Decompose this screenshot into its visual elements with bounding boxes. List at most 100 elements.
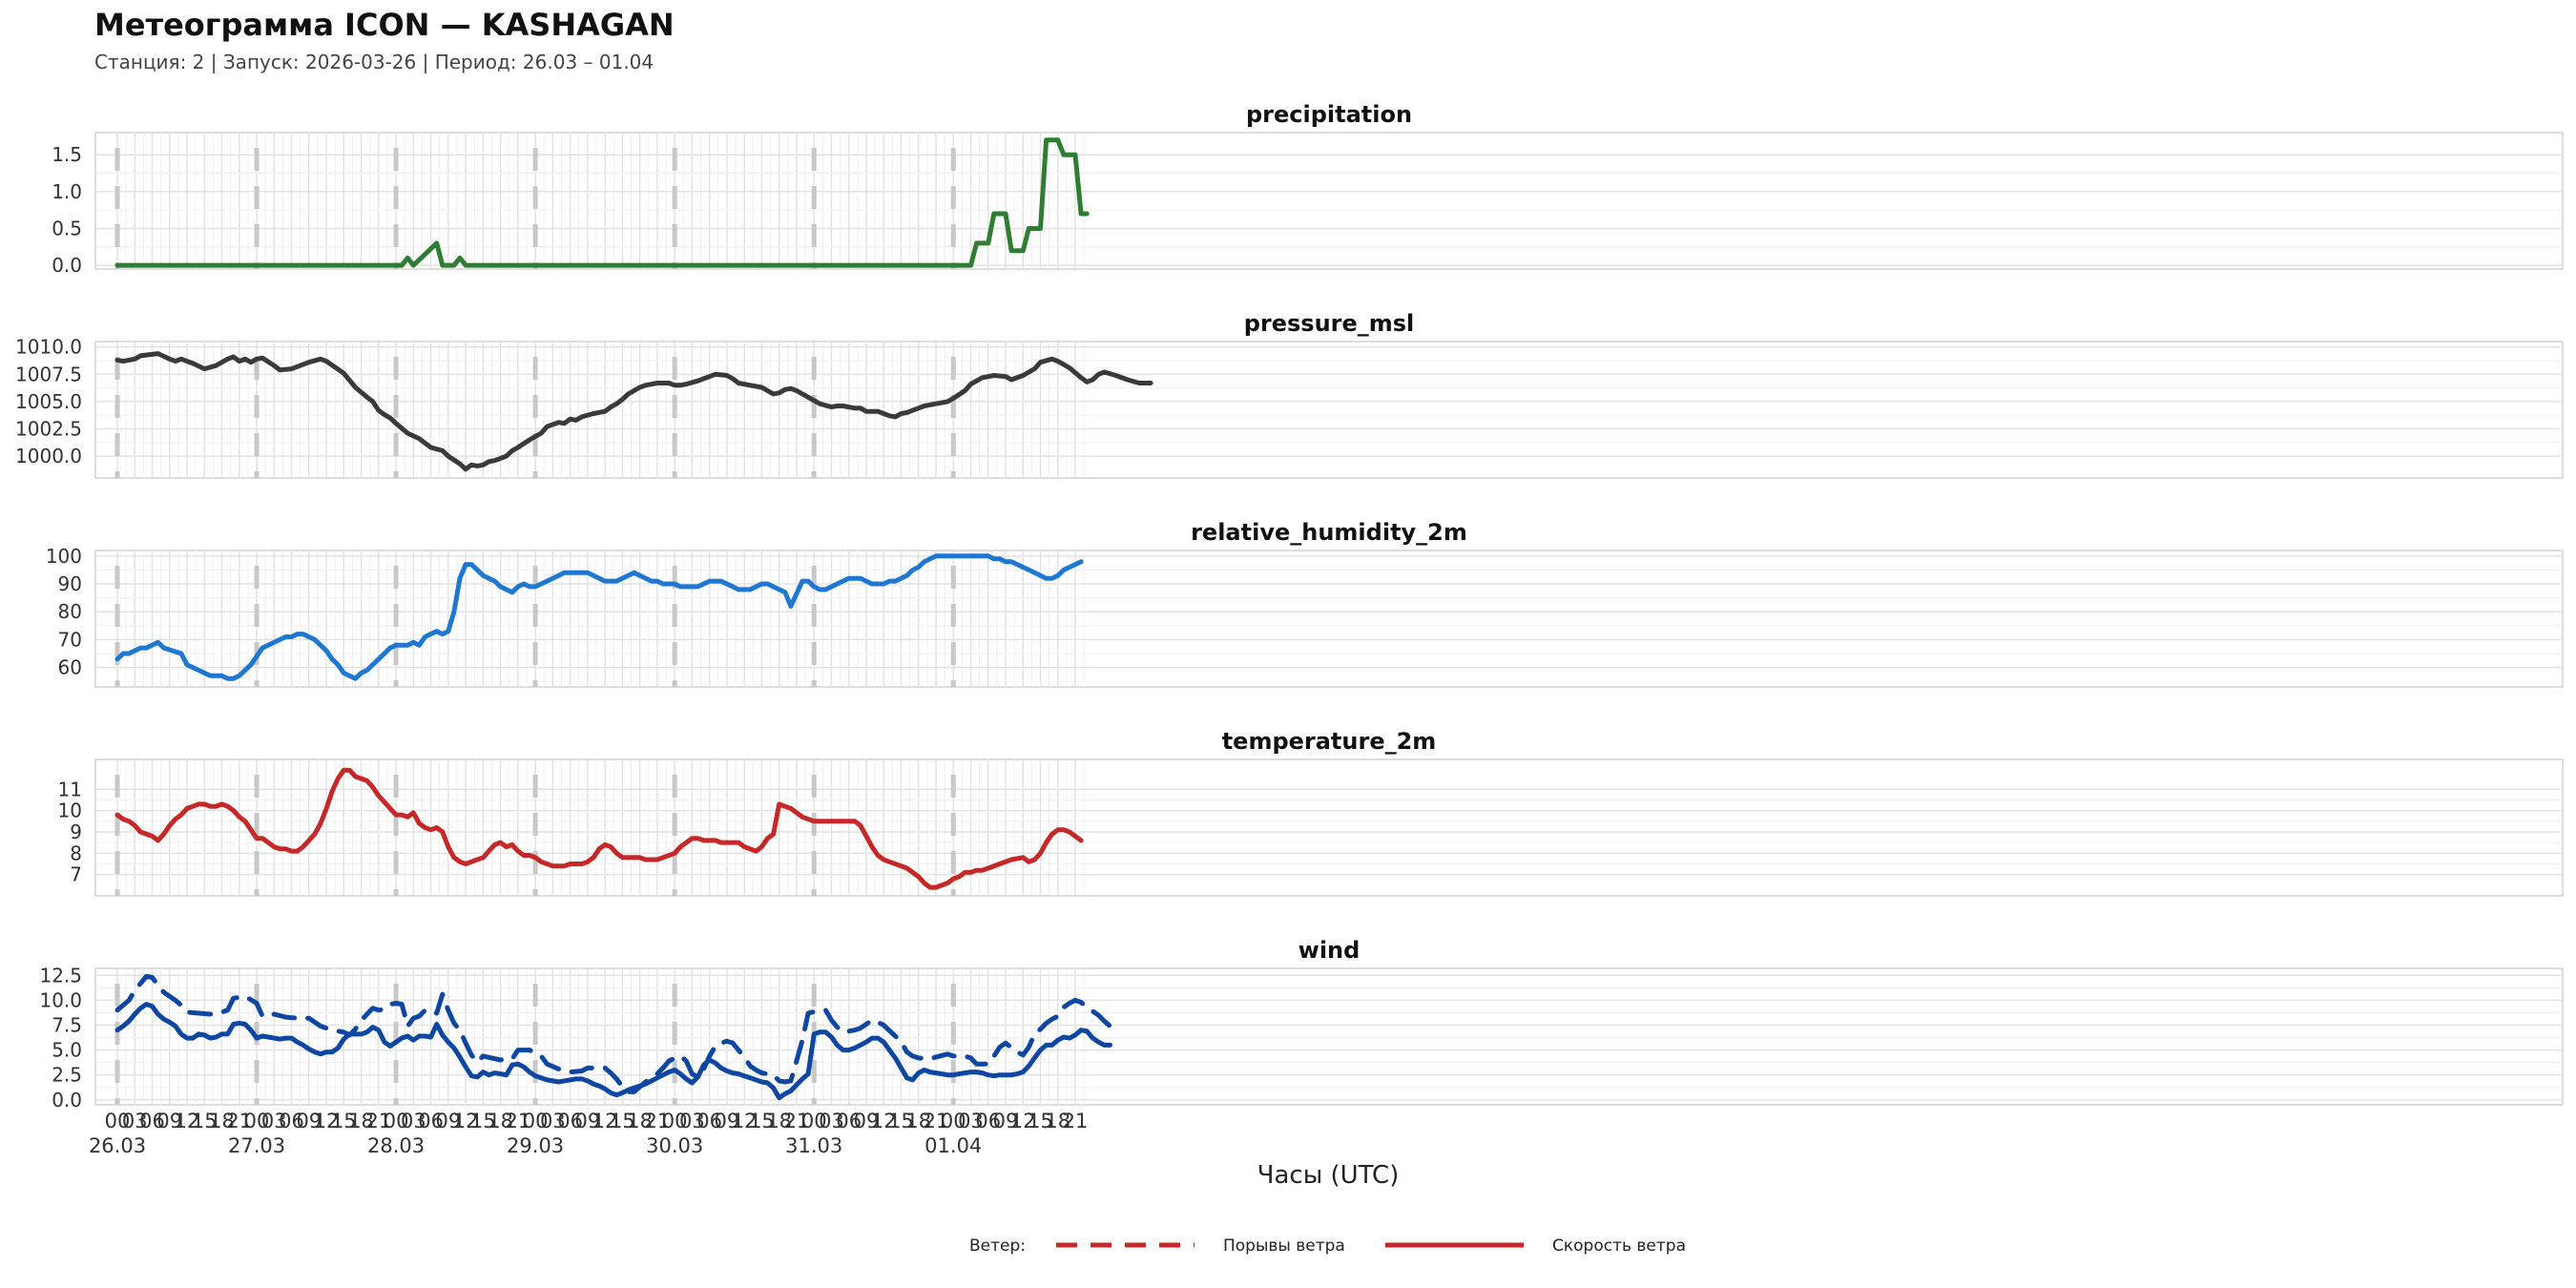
x-tick-label: 21 (924, 1110, 949, 1132)
x-tick-label: 15 (1028, 1110, 1053, 1132)
legend-label: Порывы ветра (1223, 1236, 1345, 1256)
series-line-gusts (114, 973, 1112, 1094)
y-tick-label: 7 (70, 863, 82, 886)
x-tick-label: 06 (975, 1110, 1001, 1132)
panel-frame (94, 550, 2564, 688)
x-tick-label: 03 (679, 1110, 705, 1132)
series-line-wind (114, 1002, 1112, 1101)
x-tick-label: 15 (888, 1110, 914, 1132)
y-tick-label: 90 (58, 572, 82, 595)
x-tick-label: 12 (592, 1110, 618, 1132)
x-tick-label: 18 (766, 1110, 792, 1132)
x-tick-label: 09 (435, 1110, 461, 1132)
panels: precipitation0.00.51.01.5pressure_msl100… (15, 101, 2564, 1111)
x-tick-label: 03 (958, 1110, 984, 1132)
x-day-label: 29.03 (507, 1134, 564, 1157)
x-tick-label: 21 (645, 1110, 671, 1132)
panel-relative_humidity_2m: relative_humidity_2m 60 70 80 90 100 (46, 519, 2564, 688)
x-tick-label: 18 (348, 1110, 374, 1132)
x-tick-label: 18 (627, 1110, 653, 1132)
panel-precipitation: precipitation 0.0 0.5 1.0 1.5 (52, 101, 2564, 277)
series-line-relative_humidity_2m (114, 553, 1084, 681)
x-tick-label: 21 (505, 1110, 530, 1132)
x-tick-label: 00 (662, 1110, 688, 1132)
y-tick-label: 70 (58, 628, 82, 651)
x-tick-label: 15 (749, 1110, 775, 1132)
x-day-label: 01.04 (924, 1134, 982, 1157)
series-line-temperature_2m (114, 767, 1084, 890)
y-tick-label: 11 (58, 778, 82, 800)
y-tick-label: 2.5 (52, 1064, 82, 1087)
y-tick-label: 1.5 (52, 143, 82, 166)
x-tick-label: 21 (365, 1110, 391, 1132)
x-tick-label: 03 (122, 1110, 148, 1132)
x-tick-label: 00 (384, 1110, 409, 1132)
panel-title-relative_humidity_2m: relative_humidity_2m (1191, 519, 1467, 546)
x-day-label: 30.03 (646, 1134, 703, 1157)
x-tick-label: 12 (1010, 1110, 1036, 1132)
legend-label: Скорость ветра (1552, 1236, 1686, 1256)
x-tick-label: 15 (192, 1110, 218, 1132)
y-tick-label: 10.0 (39, 988, 82, 1011)
x-tick-label: 12 (871, 1110, 897, 1132)
y-tick-label: 7.5 (52, 1013, 82, 1036)
x-tick-label: 09 (575, 1110, 601, 1132)
x-tick-label: 12 (453, 1110, 479, 1132)
series-line-precipitation (114, 137, 1090, 268)
x-axis: 0026.03030609121518210027.03030609121518… (89, 1110, 1088, 1157)
x-tick-label: 06 (836, 1110, 862, 1132)
panel-frame (94, 758, 2564, 897)
y-tick-label: 0.0 (52, 1089, 82, 1111)
y-tick-label: 8 (70, 841, 82, 864)
panel-title-precipitation: precipitation (1246, 101, 1412, 128)
x-tick-label: 00 (244, 1110, 270, 1132)
y-tick-label: 0.5 (52, 217, 82, 239)
x-tick-label: 21 (226, 1110, 252, 1132)
chart-title: Метеограмма ICON — KASHAGAN (94, 7, 675, 43)
x-tick-label: 06 (418, 1110, 444, 1132)
x-day-label: 26.03 (89, 1134, 146, 1157)
y-tick-label: 1002.5 (15, 418, 82, 441)
panel-title-temperature_2m: temperature_2m (1222, 728, 1437, 755)
y-tick-label: 0.0 (52, 254, 82, 277)
y-tick-label: 1010.0 (15, 336, 82, 359)
x-tick-label: 06 (279, 1110, 304, 1132)
x-tick-label: 03 (261, 1110, 287, 1132)
x-tick-label: 21 (1063, 1110, 1089, 1132)
y-tick-label: 1.0 (52, 180, 82, 203)
y-tick-label: 10 (58, 800, 82, 822)
x-tick-label: 03 (401, 1110, 426, 1132)
y-tick-label: 60 (58, 656, 82, 679)
legend-prefix: Ветер: (969, 1236, 1026, 1256)
x-tick-label: 18 (209, 1110, 235, 1132)
x-tick-label: 00 (801, 1110, 827, 1132)
panel-wind: wind 0.02.55.0 7.510.012.5 (39, 937, 2564, 1111)
x-tick-label: 09 (993, 1110, 1019, 1132)
x-tick-label: 18 (488, 1110, 513, 1132)
panel-title-pressure_msl: pressure_msl (1244, 310, 1415, 337)
x-tick-label: 00 (105, 1110, 131, 1132)
panel-pressure_msl: pressure_msl 1000.0 1002.5 1005.0 1007.5 1010… (15, 310, 2564, 479)
x-tick-label: 06 (696, 1110, 722, 1132)
x-axis-label: Часы (UTC) (1257, 1161, 1400, 1190)
x-tick-label: 15 (331, 1110, 357, 1132)
y-tick-label: 5.0 (52, 1039, 82, 1062)
chart-subtitle: Станция: 2 | Запуск: 2026-03-26 | Период… (94, 51, 654, 73)
x-tick-label: 09 (296, 1110, 322, 1132)
panel-frame (94, 967, 2564, 1106)
y-tick-label: 1007.5 (15, 363, 82, 385)
x-tick-label: 09 (854, 1110, 880, 1132)
y-tick-label: 100 (46, 545, 82, 568)
x-tick-label: 15 (470, 1110, 496, 1132)
x-tick-label: 12 (175, 1110, 200, 1132)
x-tick-label: 12 (732, 1110, 758, 1132)
y-tick-label: 80 (58, 600, 82, 623)
x-tick-label: 18 (1045, 1110, 1070, 1132)
x-tick-label: 03 (540, 1110, 566, 1132)
x-tick-label: 09 (715, 1110, 740, 1132)
x-tick-label: 12 (314, 1110, 340, 1132)
x-tick-label: 00 (941, 1110, 966, 1132)
x-tick-label: 21 (784, 1110, 810, 1132)
x-tick-label: 15 (610, 1110, 635, 1132)
